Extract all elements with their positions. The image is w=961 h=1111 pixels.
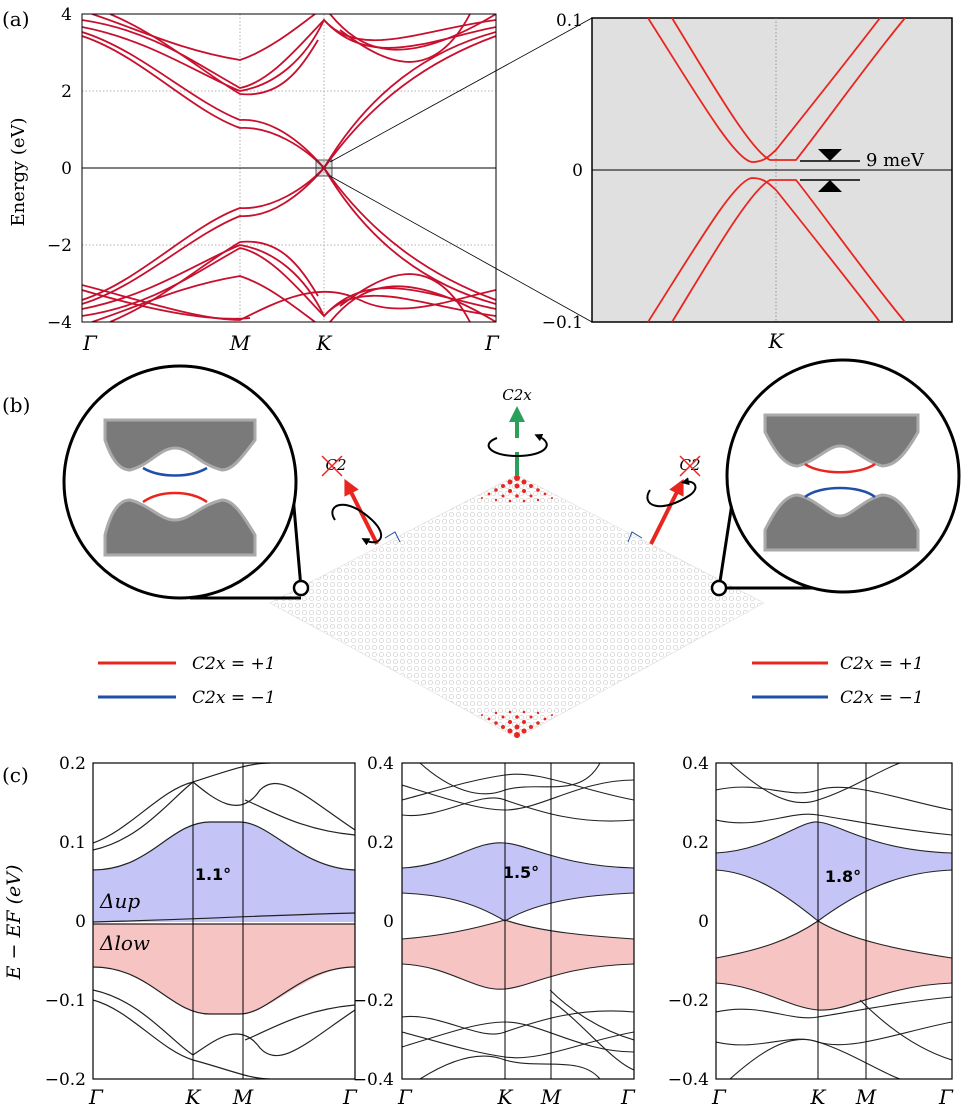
panel-c-subplot-1: 1.1° Δup Δlow 0.2 0.1 0 −0.1 −0.2 Γ K M … bbox=[45, 754, 358, 1109]
xtick: K bbox=[185, 1085, 202, 1109]
not-symmetry-mark bbox=[679, 455, 701, 477]
gap-up-fill bbox=[93, 822, 355, 922]
xtick: M bbox=[232, 1085, 254, 1109]
ytick: 0 bbox=[383, 912, 394, 932]
xtick: Γ bbox=[711, 1085, 727, 1109]
panel-a-ytick: −4 bbox=[47, 313, 72, 333]
ytick: −0.2 bbox=[45, 1070, 86, 1090]
panel-c-ylabel: E − EF (eV) bbox=[3, 865, 25, 981]
xtick: Γ bbox=[397, 1085, 413, 1109]
ytick: 0.4 bbox=[367, 754, 394, 774]
legend-label: C2x = −1 bbox=[840, 688, 924, 708]
gap-up-fill bbox=[402, 842, 634, 921]
ytick: 0.1 bbox=[59, 833, 86, 853]
panel-label-a: (a) bbox=[2, 7, 30, 31]
xtick: Γ bbox=[88, 1085, 104, 1109]
zoom-connector bbox=[329, 175, 593, 323]
band-lines bbox=[93, 763, 355, 1079]
inset-gap-label: 9 meV bbox=[866, 150, 925, 171]
ytick: −0.4 bbox=[353, 1070, 394, 1090]
band-lines bbox=[402, 763, 634, 1079]
not-symmetry-mark bbox=[321, 455, 343, 477]
corner-states-top bbox=[481, 475, 553, 503]
panel-label-b: (b) bbox=[2, 393, 30, 417]
panel-a-xtick: K bbox=[316, 331, 333, 355]
panel-a-ytick: 2 bbox=[61, 82, 72, 102]
ytick: 0.2 bbox=[367, 833, 394, 853]
xtick: M bbox=[855, 1085, 877, 1109]
legend-left: C2x = +1 C2x = −1 bbox=[98, 654, 276, 708]
inset-ytick: 0 bbox=[572, 161, 583, 181]
twist-angle-label: 1.1° bbox=[195, 865, 231, 884]
ytick: 0 bbox=[75, 912, 86, 932]
xtick: M bbox=[540, 1085, 562, 1109]
ytick: −0.4 bbox=[668, 1070, 709, 1090]
ytick: 0.4 bbox=[682, 754, 709, 774]
panel-label-c: (c) bbox=[2, 763, 29, 787]
inset-ytick: −0.1 bbox=[542, 313, 583, 333]
c2x-axis-label: C2x bbox=[502, 386, 532, 404]
xtick: Γ bbox=[620, 1085, 636, 1109]
moire-lattice bbox=[269, 474, 765, 739]
inset-band-lines bbox=[647, 18, 906, 322]
xtick: K bbox=[810, 1085, 827, 1109]
corner-states-bottom bbox=[481, 710, 553, 738]
gap-up-fill bbox=[716, 821, 952, 921]
panel-c-subplot-2: 1.5° 0.4 0.2 0 −0.2 −0.4 Γ K M Γ bbox=[353, 754, 636, 1109]
right-magnifier bbox=[710, 358, 961, 597]
legend-right: C2x = +1 C2x = −1 bbox=[752, 654, 924, 708]
c2x-axis: C2x bbox=[487, 386, 548, 476]
panel-a-ytick: 0 bbox=[61, 159, 72, 179]
legend-label: C2x = +1 bbox=[192, 654, 276, 674]
band-lines bbox=[716, 763, 952, 1079]
panel-a-ylabel: Energy (eV) bbox=[8, 117, 29, 226]
gap-low-fill bbox=[93, 924, 355, 1014]
xtick: Γ bbox=[342, 1085, 358, 1109]
panel-a-xtick: Γ bbox=[82, 331, 98, 355]
legend-label: C2x = +1 bbox=[840, 654, 924, 674]
gap-low-fill bbox=[402, 920, 634, 990]
left-c2-label: C2 bbox=[325, 456, 346, 474]
panel-a-inset: 9 meV bbox=[591, 17, 953, 323]
gap-up-label: Δup bbox=[99, 889, 140, 913]
left-magnifier bbox=[62, 364, 310, 600]
panel-a-band-plot bbox=[81, 13, 497, 323]
xtick: K bbox=[497, 1085, 514, 1109]
twist-angle-label: 1.5° bbox=[503, 863, 539, 882]
panel-a-xtick: Γ bbox=[484, 331, 500, 355]
left-c2-axis: C2 bbox=[321, 455, 401, 546]
ytick: 0.2 bbox=[682, 833, 709, 853]
ytick: 0 bbox=[698, 912, 709, 932]
legend-label: C2x = −1 bbox=[192, 688, 276, 708]
zoom-connector bbox=[329, 17, 593, 163]
ytick: −0.1 bbox=[45, 991, 86, 1011]
xtick: Γ bbox=[938, 1085, 954, 1109]
ytick: 0.2 bbox=[59, 754, 86, 774]
gap-low-label: Δlow bbox=[99, 931, 150, 955]
panel-c-subplot-3: 1.8° 0.4 0.2 0 −0.2 −0.4 Γ K M Γ bbox=[668, 754, 954, 1109]
panel-a-band-lines bbox=[82, 14, 496, 322]
right-c2-axis: C2 bbox=[627, 455, 701, 545]
inset-ytick: 0.1 bbox=[556, 11, 583, 31]
ytick: −0.2 bbox=[353, 991, 394, 1011]
gap-low-fill bbox=[716, 921, 952, 1011]
twist-angle-label: 1.8° bbox=[825, 867, 861, 886]
panel-a-ytick: 4 bbox=[61, 5, 72, 25]
ytick: −0.2 bbox=[668, 991, 709, 1011]
panel-a-ytick: −2 bbox=[47, 236, 72, 256]
panel-a-xtick: M bbox=[229, 331, 251, 355]
inset-xtick: K bbox=[768, 329, 785, 353]
